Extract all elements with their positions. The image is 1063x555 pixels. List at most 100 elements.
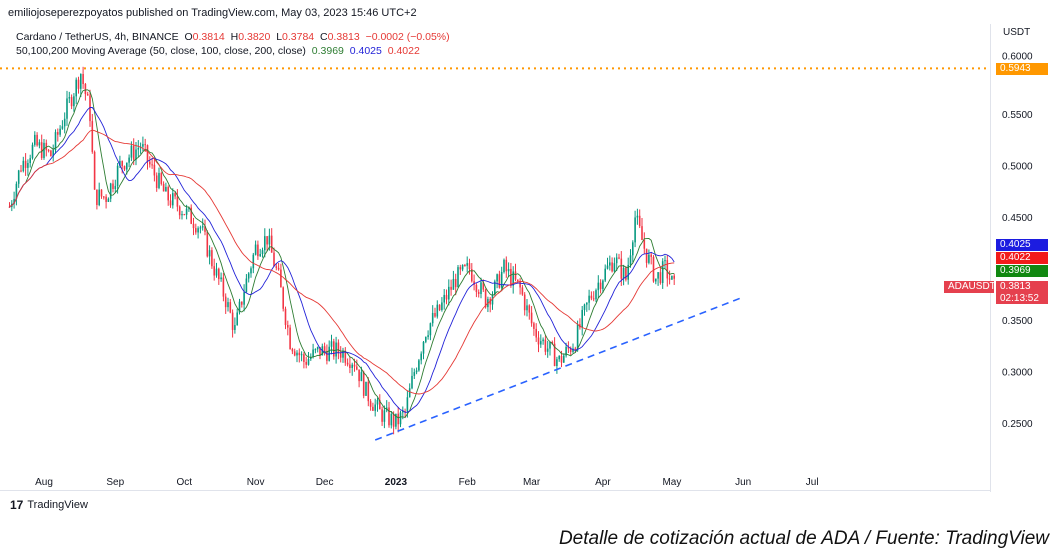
candle bbox=[218, 268, 220, 280]
candle bbox=[404, 411, 406, 413]
tradingview-logo[interactable]: 17 TradingView bbox=[10, 498, 88, 512]
y-tick-label: 0.6000 bbox=[1002, 51, 1033, 62]
candle bbox=[220, 277, 222, 280]
candle bbox=[498, 274, 501, 288]
y-tick-label: 0.3500 bbox=[1002, 316, 1033, 327]
candle bbox=[542, 339, 544, 342]
candle bbox=[15, 183, 18, 199]
candle bbox=[266, 236, 268, 245]
candle bbox=[418, 360, 420, 371]
candle bbox=[229, 302, 232, 313]
candle bbox=[339, 352, 342, 358]
candle bbox=[528, 305, 531, 313]
candle bbox=[245, 278, 248, 293]
candle bbox=[503, 259, 505, 273]
candle bbox=[70, 97, 73, 107]
candle bbox=[581, 309, 583, 328]
candle bbox=[526, 305, 528, 311]
publisher-line: emiliojoseperezpoyatos published on Trad… bbox=[8, 7, 417, 19]
candle bbox=[540, 341, 542, 345]
candle bbox=[172, 193, 174, 206]
candle bbox=[82, 74, 84, 85]
candle bbox=[103, 196, 105, 198]
candle bbox=[436, 304, 439, 317]
candle bbox=[379, 400, 381, 410]
price-chart[interactable]: 0.2500 0.3000 0.3500 0.4500 0.5000 0.5500 0.60… bbox=[0, 0, 1063, 495]
candle bbox=[636, 215, 639, 218]
candle bbox=[429, 323, 432, 336]
candle bbox=[57, 132, 59, 135]
candle bbox=[346, 362, 349, 365]
candle bbox=[360, 372, 363, 382]
ma100-tag: 0.4025 bbox=[996, 239, 1048, 251]
candle bbox=[236, 312, 238, 326]
candle bbox=[52, 150, 54, 157]
candle bbox=[300, 354, 303, 356]
candle bbox=[296, 352, 298, 356]
candle bbox=[491, 294, 494, 305]
candle bbox=[369, 401, 372, 407]
ma-label: 50,100,200 Moving Average (50, close, 10… bbox=[16, 45, 306, 57]
candle bbox=[34, 134, 36, 145]
candle bbox=[374, 404, 376, 411]
candle bbox=[533, 323, 535, 329]
candle bbox=[96, 189, 98, 206]
candle bbox=[149, 161, 151, 165]
candle bbox=[395, 413, 397, 427]
candle bbox=[459, 267, 462, 270]
candle bbox=[130, 145, 133, 158]
candle bbox=[627, 264, 629, 280]
bar-countdown: 02:13:52 bbox=[1000, 293, 1039, 304]
ma200-value: 0.4022 bbox=[387, 45, 420, 57]
candle bbox=[77, 79, 80, 89]
candle bbox=[261, 250, 264, 255]
candle bbox=[563, 355, 565, 363]
candle bbox=[415, 370, 418, 373]
candle bbox=[63, 118, 66, 127]
candle bbox=[560, 355, 563, 363]
candle bbox=[482, 282, 485, 290]
candle bbox=[291, 349, 294, 352]
x-tick-label: Aug bbox=[35, 477, 53, 488]
candle bbox=[275, 266, 278, 268]
candle bbox=[160, 173, 163, 184]
candle bbox=[105, 196, 107, 202]
candle bbox=[112, 183, 114, 190]
candle bbox=[40, 142, 43, 158]
candle bbox=[613, 263, 616, 272]
x-tick-label: May bbox=[662, 477, 681, 488]
high-line-tag: 0.5943 bbox=[996, 63, 1048, 75]
candle bbox=[199, 227, 202, 229]
candle bbox=[176, 196, 179, 207]
candle bbox=[121, 161, 123, 167]
chart-legend: Cardano / TetherUS, 4h, BINANCE O0.3814 … bbox=[16, 30, 450, 58]
candle bbox=[535, 328, 537, 338]
price-tag: 0.3813 02:13:52 bbox=[996, 281, 1048, 304]
candle bbox=[252, 254, 255, 269]
candle bbox=[441, 302, 443, 311]
candle bbox=[109, 183, 112, 199]
candle bbox=[507, 268, 510, 272]
open-value: 0.3814 bbox=[192, 31, 225, 43]
candle bbox=[549, 342, 551, 349]
candle bbox=[673, 275, 675, 279]
candle bbox=[24, 160, 27, 168]
candle bbox=[406, 397, 409, 412]
candle bbox=[655, 278, 657, 282]
x-tick-label: Jul bbox=[806, 477, 819, 488]
candle bbox=[167, 186, 169, 201]
candle bbox=[383, 410, 386, 422]
candle bbox=[425, 336, 427, 342]
candle bbox=[195, 228, 197, 233]
candle bbox=[93, 151, 96, 190]
candle bbox=[505, 259, 508, 272]
candle bbox=[365, 381, 367, 396]
candle bbox=[132, 145, 135, 160]
x-tick-label: Dec bbox=[316, 477, 334, 488]
candle bbox=[273, 252, 275, 267]
candle bbox=[29, 158, 31, 164]
candle bbox=[213, 266, 215, 276]
candle bbox=[390, 413, 393, 426]
candle bbox=[192, 223, 195, 229]
time-axis-border bbox=[0, 490, 990, 491]
